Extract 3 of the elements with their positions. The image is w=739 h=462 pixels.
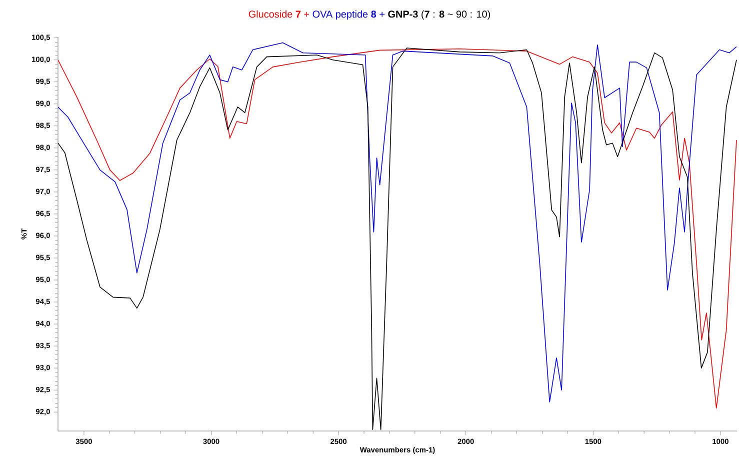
text: GNP-3 (7 : 8 ~ 90 : 10) [388,10,490,20]
text: OVA peptide 8 + [312,10,384,20]
text: Glucoside 7 + [248,10,310,18]
